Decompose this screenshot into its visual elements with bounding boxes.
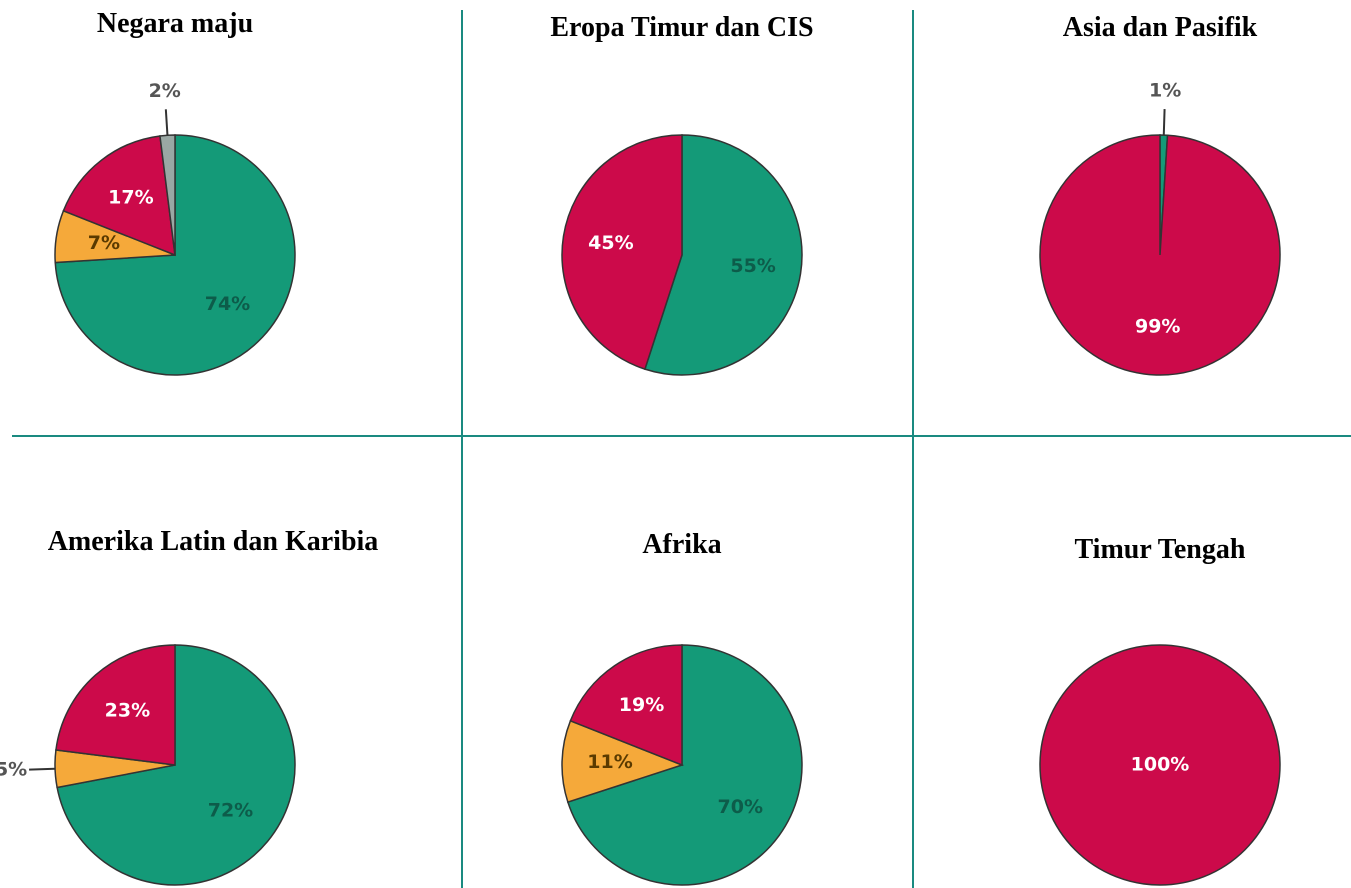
value-label: 100% bbox=[1131, 754, 1190, 776]
value-label: 17% bbox=[108, 187, 153, 209]
value-label: 11% bbox=[587, 751, 632, 773]
leader-line bbox=[29, 767, 56, 771]
value-label: 1% bbox=[1149, 80, 1181, 102]
pie-slice bbox=[569, 644, 683, 767]
pie-slice bbox=[643, 134, 803, 376]
chart-title: Amerika Latin dan Karibia bbox=[48, 526, 379, 557]
pie-slice bbox=[55, 644, 176, 766]
value-label: 7% bbox=[88, 232, 120, 254]
value-label: 74% bbox=[205, 293, 250, 315]
pie-slice bbox=[56, 644, 296, 886]
leader-line bbox=[164, 109, 169, 136]
value-label: 23% bbox=[105, 699, 150, 721]
value-label: 70% bbox=[718, 796, 763, 818]
chart-title: Negara maju bbox=[97, 8, 253, 39]
pie-slice bbox=[1039, 134, 1281, 376]
chart-title: Timur Tengah bbox=[1075, 534, 1246, 565]
value-label: 5% bbox=[0, 759, 27, 781]
pie-slice bbox=[566, 644, 803, 886]
value-label: 2% bbox=[149, 80, 181, 102]
chart-title: Eropa Timur dan CIS bbox=[550, 12, 813, 43]
chart-title: Asia dan Pasifik bbox=[1063, 12, 1258, 43]
value-label: 72% bbox=[208, 799, 253, 821]
value-label: 19% bbox=[619, 694, 664, 716]
pie-slice bbox=[561, 719, 685, 804]
pie-slice bbox=[1039, 644, 1281, 886]
pie-slice bbox=[62, 135, 176, 257]
chart-title: Afrika bbox=[642, 529, 721, 560]
value-label: 55% bbox=[730, 255, 775, 277]
value-label: 99% bbox=[1135, 315, 1180, 337]
value-label: 45% bbox=[588, 232, 633, 254]
pie-slice bbox=[561, 134, 683, 371]
leader-line bbox=[1162, 109, 1166, 136]
